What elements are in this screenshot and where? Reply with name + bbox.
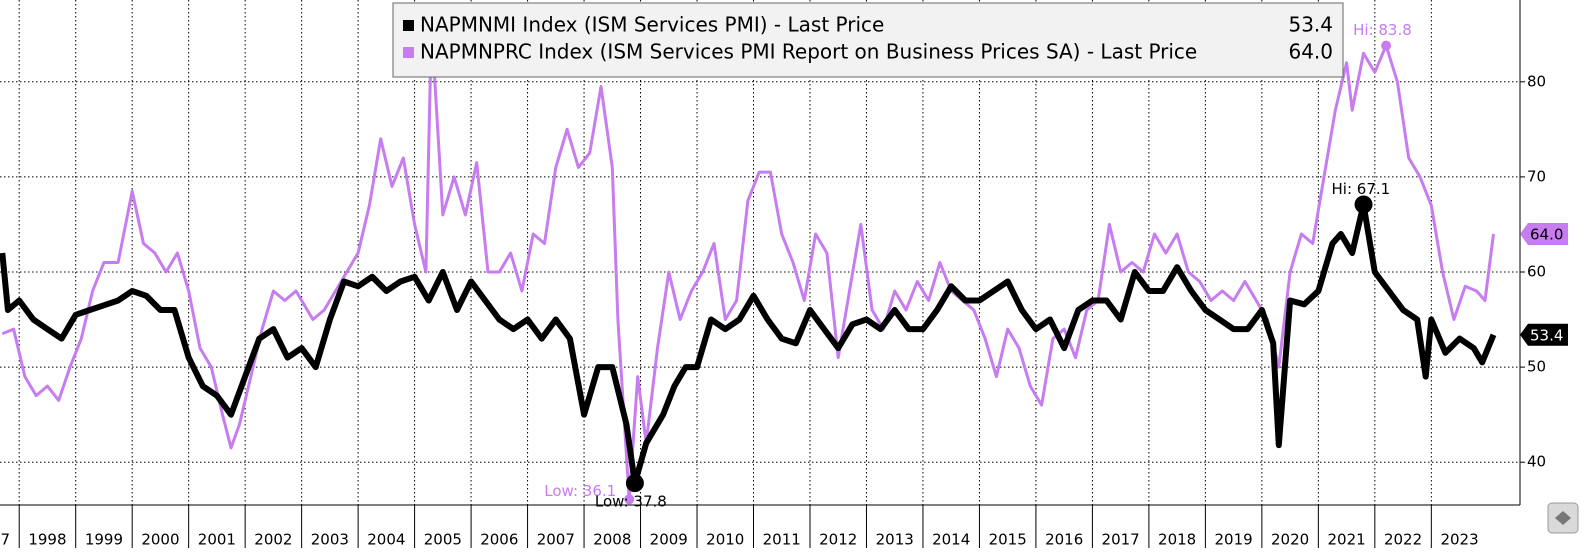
x-tick-label: 2008	[593, 531, 631, 549]
last-value-label: 53.4	[1530, 326, 1563, 344]
x-tick-label: 2015	[989, 531, 1027, 549]
annotation: Hi: 83.8	[1353, 21, 1412, 39]
x-tick-label: 1997	[0, 531, 10, 549]
x-tick-label: 2011	[763, 531, 801, 549]
annotation: Low: 36.1	[544, 482, 616, 500]
legend-label: NAPMNMI Index (ISM Services PMI) - Last …	[420, 13, 884, 37]
x-tick-label: 2020	[1271, 531, 1309, 549]
x-tick-label: 2019	[1215, 531, 1253, 549]
x-tick-label: 2005	[424, 531, 462, 549]
last-value-tag	[1520, 222, 1568, 245]
x-tick-label: 1999	[85, 531, 123, 549]
y-tick-label: 70	[1527, 167, 1546, 185]
x-tick-label: 2018	[1158, 531, 1196, 549]
legend-box	[392, 2, 1344, 78]
extreme-dot	[625, 474, 644, 493]
x-tick-label: 2022	[1384, 531, 1422, 549]
x-tick-label: 2000	[141, 531, 179, 549]
x-tick-label: 2002	[254, 531, 292, 549]
legend-swatch	[403, 20, 414, 31]
grid	[0, 0, 1520, 505]
x-tick-label: 2021	[1327, 531, 1365, 549]
x-tick-label: 2016	[1045, 531, 1083, 549]
legend: NAPMNMI Index (ISM Services PMI) - Last …	[392, 2, 1344, 78]
last-value-label: 64.0	[1530, 225, 1563, 243]
x-tick-label: 1998	[28, 531, 66, 549]
series-line	[1, 23, 1495, 501]
x-tick-label: 2012	[819, 531, 857, 549]
x-tick-label: 2013	[876, 531, 914, 549]
extreme-dot	[1381, 40, 1392, 51]
icon-glyph	[1555, 511, 1571, 525]
y-tick-label: 40	[1527, 453, 1546, 471]
x-tick-label: 2023	[1440, 531, 1478, 549]
legend-value: 64.0	[1288, 40, 1333, 64]
y-tick-label: 80	[1527, 72, 1546, 90]
x-tick-label: 2006	[480, 531, 518, 549]
legend-label: NAPMNPRC Index (ISM Services PMI Report …	[420, 40, 1197, 64]
x-tick-label: 2004	[367, 531, 405, 549]
axes: 40 50 60 70 80 1997 1998 1999 2000 2001 2002 2003 20…	[0, 0, 1568, 549]
x-tick-label: 2010	[706, 531, 744, 549]
y-tick-label: 60	[1527, 262, 1546, 280]
x-tick-label: 2017	[1102, 531, 1140, 549]
annotation: Low: 37.8	[595, 493, 667, 511]
x-tick-label: 2001	[198, 531, 236, 549]
x-tick-label: 2003	[311, 531, 349, 549]
x-tick-label: 2009	[650, 531, 688, 549]
last-value-tag	[1520, 323, 1568, 346]
corner-icon	[1547, 502, 1579, 534]
extreme-dot	[624, 494, 635, 505]
series-line	[0, 201, 1497, 487]
extreme-dot	[1354, 195, 1373, 214]
legend-value: 53.4	[1288, 13, 1333, 37]
y-tick-label: 50	[1527, 358, 1546, 376]
x-tick-label: 2007	[537, 531, 575, 549]
annotation: Hi: 67.1	[1332, 180, 1391, 198]
legend-swatch	[403, 47, 414, 58]
x-tick-label: 2014	[932, 531, 970, 549]
